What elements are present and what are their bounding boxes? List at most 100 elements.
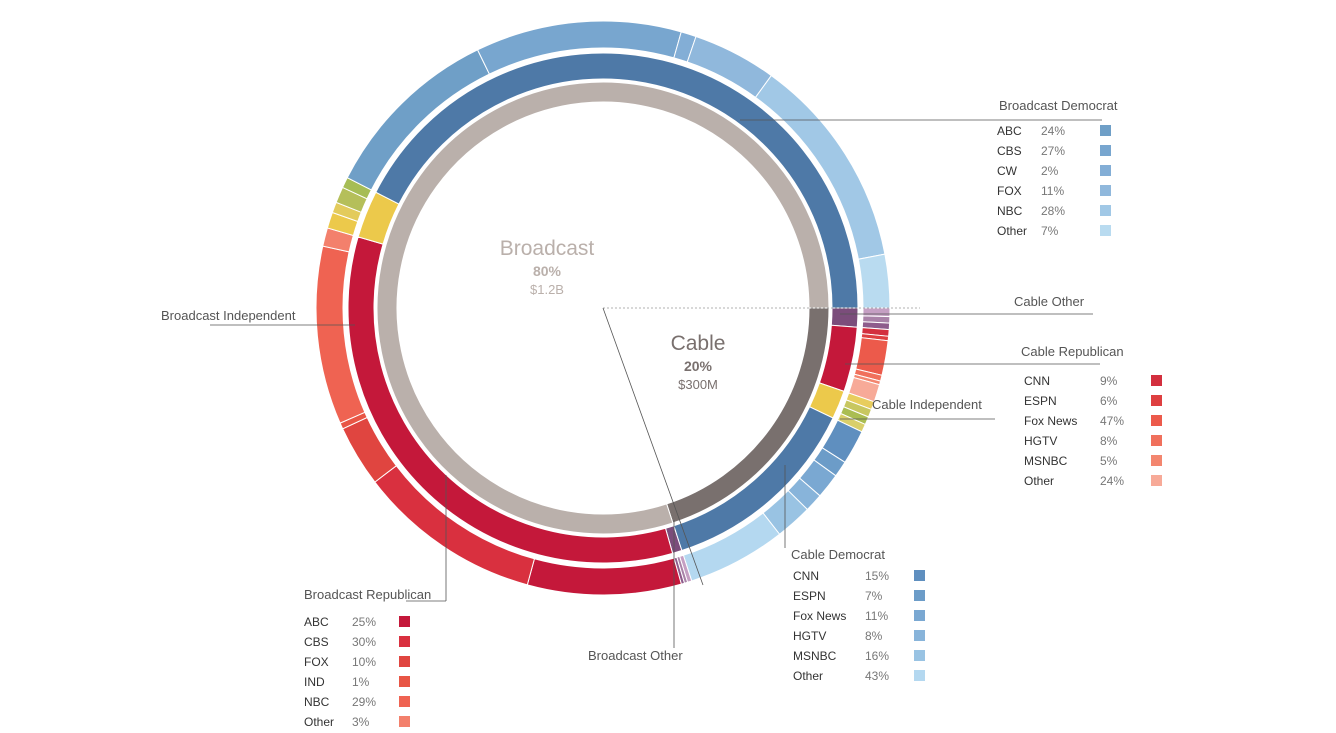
legend-pct-cable-republican-other: 24% (1100, 474, 1124, 488)
legend-swatch-broadcast-democrat-nbc (1100, 205, 1111, 216)
legend-pct-cable-republican-hgtv: 8% (1100, 434, 1118, 448)
leader-lines (210, 119, 1102, 648)
legend-label-broadcast-democrat-nbc: NBC (997, 204, 1023, 218)
legend-pct-broadcast-republican-fox: 10% (352, 655, 376, 669)
donut-rings (315, 20, 891, 596)
legend-swatch-cable-democrat-fox-news (914, 610, 925, 621)
legend-broadcast-republican: ABC 25% CBS 30% FOX 10% IND 1% NBC 29% Other 3% (304, 615, 410, 729)
legend-label-cable-republican-espn: ESPN (1024, 394, 1057, 408)
legend-label-cable-democrat-fox-news: Fox News (793, 609, 846, 623)
legend-swatch-broadcast-republican-fox (399, 656, 410, 667)
legend-swatch-cable-democrat-espn (914, 590, 925, 601)
center-cable-amount: $300M (678, 377, 718, 392)
title-cable-independent: Cable Independent (872, 397, 982, 412)
legend-cable-democrat: CNN 15% ESPN 7% Fox News 11% HGTV 8% MSNBC 16% Oth… (793, 569, 925, 683)
legend-label-broadcast-republican-fox: FOX (304, 655, 329, 669)
legend-label-cable-democrat-msnbc: MSNBC (793, 649, 837, 663)
legend-pct-cable-republican-fox-news: 47% (1100, 414, 1124, 428)
legend-pct-cable-democrat-fox-news: 11% (865, 609, 888, 623)
legend-swatch-cable-democrat-other (914, 670, 925, 681)
legend-label-broadcast-democrat-other: Other (997, 224, 1027, 238)
legend-swatch-cable-republican-other (1151, 475, 1162, 486)
center-label-broadcast: Broadcast 80% $1.2B (500, 237, 595, 297)
title-broadcast-independent: Broadcast Independent (161, 308, 296, 323)
legend-label-broadcast-republican-nbc: NBC (304, 695, 330, 709)
legend-pct-cable-democrat-hgtv: 8% (865, 629, 883, 643)
middle-slice-broadcast-democrat (375, 52, 859, 309)
legend-swatch-cable-republican-cnn (1151, 375, 1162, 386)
legend-swatch-broadcast-democrat-cbs (1100, 145, 1111, 156)
legend-pct-broadcast-democrat-cbs: 27% (1041, 144, 1065, 158)
legend-pct-broadcast-democrat-fox: 11% (1041, 184, 1064, 198)
leader-split-line (602, 307, 704, 586)
legend-label-cable-democrat-hgtv: HGTV (793, 629, 826, 643)
center-cable-pct: 20% (684, 358, 713, 374)
legend-swatch-cable-democrat-msnbc (914, 650, 925, 661)
legend-pct-broadcast-republican-ind: 1% (352, 675, 370, 689)
legend-pct-cable-democrat-msnbc: 16% (865, 649, 889, 663)
legend-label-cable-democrat-cnn: CNN (793, 569, 819, 583)
legend-pct-cable-democrat-other: 43% (865, 669, 889, 683)
legend-swatch-broadcast-republican-cbs (399, 636, 410, 647)
legend-pct-broadcast-democrat-nbc: 28% (1041, 204, 1065, 218)
outer-slice-broadcast-democrat-other (857, 253, 891, 309)
title-broadcast-other: Broadcast Other (588, 648, 683, 663)
legends: ABC 24% CBS 27% CW 2% FOX 11% NBC 28% Other 7% CNN 9%… (304, 124, 1162, 729)
legend-pct-broadcast-republican-cbs: 30% (352, 635, 376, 649)
legend-pct-broadcast-democrat-abc: 24% (1041, 124, 1065, 138)
legend-label-broadcast-democrat-fox: FOX (997, 184, 1022, 198)
title-cable-republican: Cable Republican (1021, 344, 1124, 359)
outer-slice-cable-other-0 (862, 307, 891, 318)
legend-label-cable-republican-msnbc: MSNBC (1024, 454, 1068, 468)
legend-label-broadcast-republican-other: Other (304, 715, 334, 729)
legend-pct-cable-republican-espn: 6% (1100, 394, 1118, 408)
legend-pct-broadcast-democrat-other: 7% (1041, 224, 1059, 238)
legend-cable-republican: CNN 9% ESPN 6% Fox News 47% HGTV 8% MSNBC 5% Other… (1024, 374, 1162, 488)
legend-swatch-broadcast-republican-other (399, 716, 410, 727)
legend-pct-cable-republican-msnbc: 5% (1100, 454, 1118, 468)
legend-swatch-cable-republican-hgtv (1151, 435, 1162, 446)
legend-swatch-broadcast-democrat-abc (1100, 125, 1111, 136)
center-broadcast-name: Broadcast (500, 237, 595, 260)
legend-swatch-broadcast-democrat-fox (1100, 185, 1111, 196)
legend-pct-cable-democrat-cnn: 15% (865, 569, 889, 583)
legend-pct-cable-republican-cnn: 9% (1100, 374, 1118, 388)
legend-label-cable-democrat-espn: ESPN (793, 589, 826, 603)
legend-swatch-broadcast-democrat-other (1100, 225, 1111, 236)
legend-pct-broadcast-republican-nbc: 29% (352, 695, 376, 709)
legend-swatch-broadcast-republican-abc (399, 616, 410, 627)
legend-label-broadcast-democrat-cw: CW (997, 164, 1018, 178)
legend-pct-cable-democrat-espn: 7% (865, 589, 883, 603)
legend-label-broadcast-republican-abc: ABC (304, 615, 329, 629)
legend-label-cable-democrat-other: Other (793, 669, 823, 683)
title-cable-democrat: Cable Democrat (791, 547, 885, 562)
legend-label-cable-republican-hgtv: HGTV (1024, 434, 1057, 448)
legend-label-broadcast-democrat-cbs: CBS (997, 144, 1022, 158)
legend-pct-broadcast-republican-abc: 25% (352, 615, 376, 629)
legend-label-cable-republican-other: Other (1024, 474, 1054, 488)
legend-swatch-cable-democrat-cnn (914, 570, 925, 581)
legend-label-broadcast-democrat-abc: ABC (997, 124, 1022, 138)
legend-swatch-broadcast-republican-ind (399, 676, 410, 687)
legend-pct-broadcast-republican-other: 3% (352, 715, 370, 729)
center-label-cable: Cable 20% $300M (671, 332, 726, 392)
legend-swatch-cable-republican-espn (1151, 395, 1162, 406)
legend-swatch-broadcast-republican-nbc (399, 696, 410, 707)
legend-swatch-cable-republican-msnbc (1151, 455, 1162, 466)
middle-slice-cable-other (830, 307, 859, 328)
legend-label-cable-republican-cnn: CNN (1024, 374, 1050, 388)
inner-slice-broadcast (376, 81, 830, 535)
center-cable-name: Cable (671, 332, 726, 355)
legend-swatch-broadcast-democrat-cw (1100, 165, 1111, 176)
legend-swatch-cable-republican-fox-news (1151, 415, 1162, 426)
legend-swatch-cable-democrat-hgtv (914, 630, 925, 641)
legend-broadcast-democrat: ABC 24% CBS 27% CW 2% FOX 11% NBC 28% Other 7% (997, 124, 1111, 238)
center-broadcast-pct: 80% (533, 263, 562, 279)
legend-label-broadcast-republican-cbs: CBS (304, 635, 329, 649)
legend-pct-broadcast-democrat-cw: 2% (1041, 164, 1059, 178)
title-broadcast-democrat: Broadcast Democrat (999, 98, 1118, 113)
title-broadcast-republican: Broadcast Republican (304, 587, 431, 602)
legend-label-broadcast-republican-ind: IND (304, 675, 325, 689)
center-broadcast-amount: $1.2B (530, 282, 564, 297)
